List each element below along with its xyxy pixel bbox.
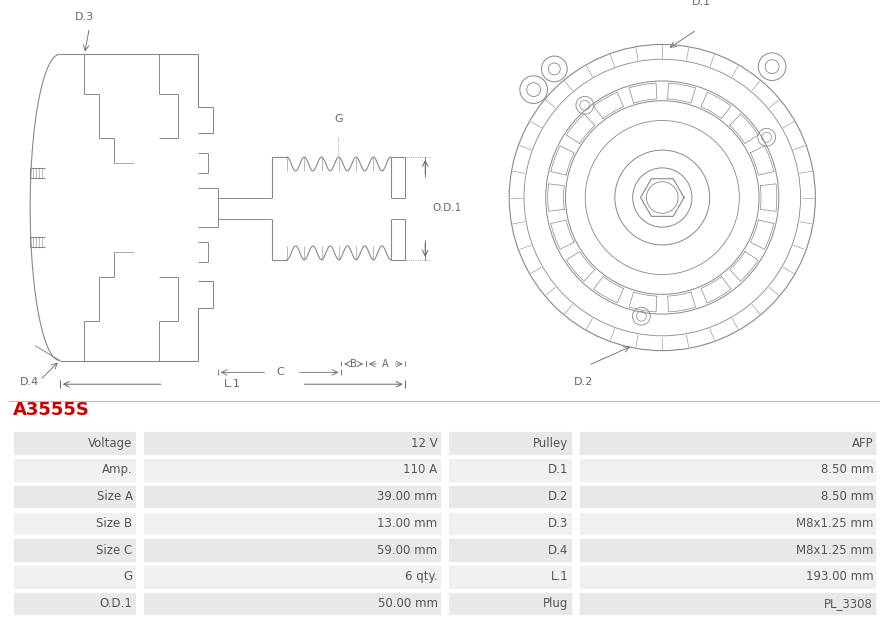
FancyBboxPatch shape: [578, 484, 877, 510]
Text: D.4: D.4: [548, 543, 568, 556]
Text: 13.00 mm: 13.00 mm: [378, 517, 437, 530]
FancyBboxPatch shape: [12, 591, 137, 616]
Text: PL_3308: PL_3308: [824, 597, 873, 610]
Text: 12 V: 12 V: [411, 437, 437, 450]
FancyBboxPatch shape: [142, 457, 442, 483]
FancyBboxPatch shape: [12, 430, 137, 456]
Text: D.1: D.1: [692, 0, 711, 7]
Text: Voltage: Voltage: [88, 437, 132, 450]
Text: 59.00 mm: 59.00 mm: [378, 543, 437, 556]
Text: A: A: [382, 359, 389, 369]
Text: A3555S: A3555S: [12, 401, 89, 419]
FancyBboxPatch shape: [142, 564, 442, 589]
FancyBboxPatch shape: [447, 457, 573, 483]
Text: 6 qty.: 6 qty.: [404, 570, 437, 583]
Text: 8.50 mm: 8.50 mm: [821, 490, 873, 503]
Text: 193.00 mm: 193.00 mm: [805, 570, 873, 583]
FancyBboxPatch shape: [12, 484, 137, 510]
Text: 50.00 mm: 50.00 mm: [378, 597, 437, 610]
FancyBboxPatch shape: [142, 591, 442, 616]
Text: D.2: D.2: [573, 377, 593, 388]
FancyBboxPatch shape: [578, 564, 877, 589]
Text: 8.50 mm: 8.50 mm: [821, 464, 873, 477]
Text: G: G: [334, 115, 342, 125]
Text: 110 A: 110 A: [404, 464, 437, 477]
FancyBboxPatch shape: [578, 430, 877, 456]
FancyBboxPatch shape: [578, 510, 877, 536]
Text: D.4: D.4: [20, 377, 39, 388]
FancyBboxPatch shape: [12, 564, 137, 589]
Text: D.2: D.2: [548, 490, 568, 503]
Text: G: G: [124, 570, 132, 583]
FancyBboxPatch shape: [142, 484, 442, 510]
FancyBboxPatch shape: [447, 484, 573, 510]
Text: M8x1.25 mm: M8x1.25 mm: [796, 517, 873, 530]
FancyBboxPatch shape: [142, 537, 442, 563]
Text: B: B: [350, 359, 357, 369]
Text: D.3: D.3: [75, 12, 93, 22]
Text: Plug: Plug: [543, 597, 568, 610]
Text: 39.00 mm: 39.00 mm: [378, 490, 437, 503]
Text: Size B: Size B: [97, 517, 132, 530]
FancyBboxPatch shape: [12, 510, 137, 536]
Text: L.1: L.1: [550, 570, 568, 583]
Text: Amp.: Amp.: [102, 464, 132, 477]
FancyBboxPatch shape: [447, 537, 573, 563]
FancyBboxPatch shape: [447, 564, 573, 589]
Text: C: C: [276, 368, 284, 378]
FancyBboxPatch shape: [578, 591, 877, 616]
Text: AFP: AFP: [852, 437, 873, 450]
Text: D.1: D.1: [548, 464, 568, 477]
FancyBboxPatch shape: [12, 457, 137, 483]
Text: O.D.1: O.D.1: [100, 597, 132, 610]
Text: Size A: Size A: [97, 490, 132, 503]
FancyBboxPatch shape: [12, 537, 137, 563]
Text: D.3: D.3: [548, 517, 568, 530]
Text: M8x1.25 mm: M8x1.25 mm: [796, 543, 873, 556]
FancyBboxPatch shape: [578, 457, 877, 483]
Text: L.1: L.1: [224, 379, 241, 389]
FancyBboxPatch shape: [142, 510, 442, 536]
Text: Pulley: Pulley: [533, 437, 568, 450]
Text: O.D.1: O.D.1: [432, 203, 461, 214]
Text: Size C: Size C: [96, 543, 132, 556]
FancyBboxPatch shape: [447, 430, 573, 456]
FancyBboxPatch shape: [142, 430, 442, 456]
FancyBboxPatch shape: [447, 510, 573, 536]
FancyBboxPatch shape: [578, 537, 877, 563]
FancyBboxPatch shape: [447, 591, 573, 616]
